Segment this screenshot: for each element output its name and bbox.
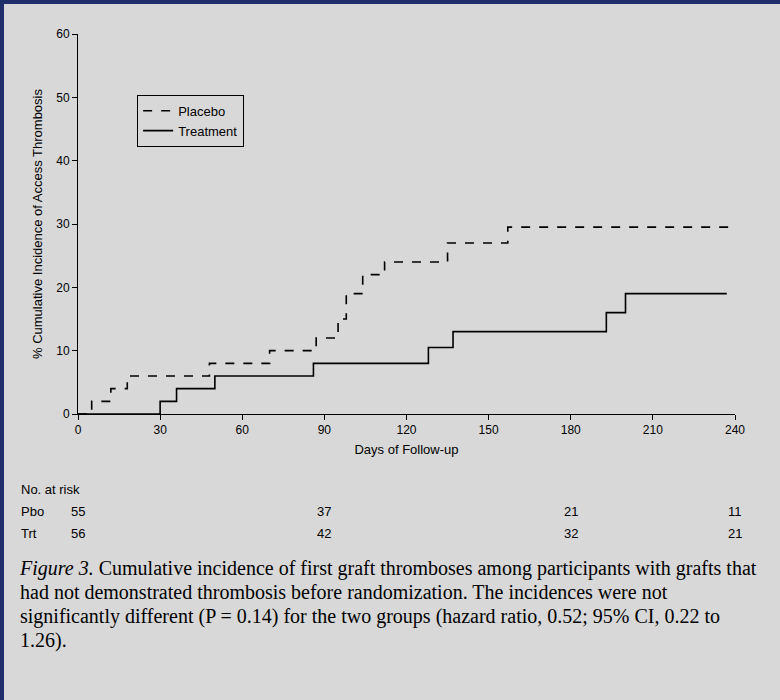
- svg-text:50: 50: [56, 91, 70, 105]
- svg-text:40: 40: [56, 154, 70, 168]
- svg-text:Pbo: Pbo: [21, 504, 44, 519]
- html-text:Figure 3. Cumulative incidence: Figure 3. Cumulative incidence of first …: [20, 557, 757, 651]
- svg-text:32: 32: [564, 526, 578, 541]
- svg-text:30: 30: [56, 217, 70, 231]
- svg-text:210: 210: [643, 423, 663, 437]
- svg-text:21: 21: [728, 526, 742, 541]
- svg-text:No. at risk: No. at risk: [21, 482, 80, 497]
- svg-text:90: 90: [318, 423, 332, 437]
- svg-text:60: 60: [56, 27, 70, 41]
- svg-text:11: 11: [728, 504, 742, 519]
- svg-text:Treatment: Treatment: [178, 124, 237, 139]
- svg-text:42: 42: [317, 526, 331, 541]
- svg-text:240: 240: [725, 423, 745, 437]
- svg-text:21: 21: [564, 504, 578, 519]
- svg-text:0: 0: [63, 407, 70, 421]
- svg-text:30: 30: [153, 423, 167, 437]
- svg-text:180: 180: [561, 423, 581, 437]
- svg-text:0: 0: [75, 423, 82, 437]
- svg-text:150: 150: [479, 423, 499, 437]
- svg-text:10: 10: [56, 344, 70, 358]
- svg-text:Days of Follow-up: Days of Follow-up: [354, 442, 458, 457]
- svg-text:% Cumulative Incidence of Acce: % Cumulative Incidence of Access Thrombo…: [30, 89, 45, 359]
- svg-text:20: 20: [56, 281, 70, 295]
- svg-text:56: 56: [71, 526, 85, 541]
- svg-text:60: 60: [236, 423, 250, 437]
- svg-text:120: 120: [396, 423, 416, 437]
- svg-text:55: 55: [71, 504, 85, 519]
- svg-text:Placebo: Placebo: [178, 104, 225, 119]
- svg-text:Trt: Trt: [21, 526, 37, 541]
- svg-text:37: 37: [317, 504, 331, 519]
